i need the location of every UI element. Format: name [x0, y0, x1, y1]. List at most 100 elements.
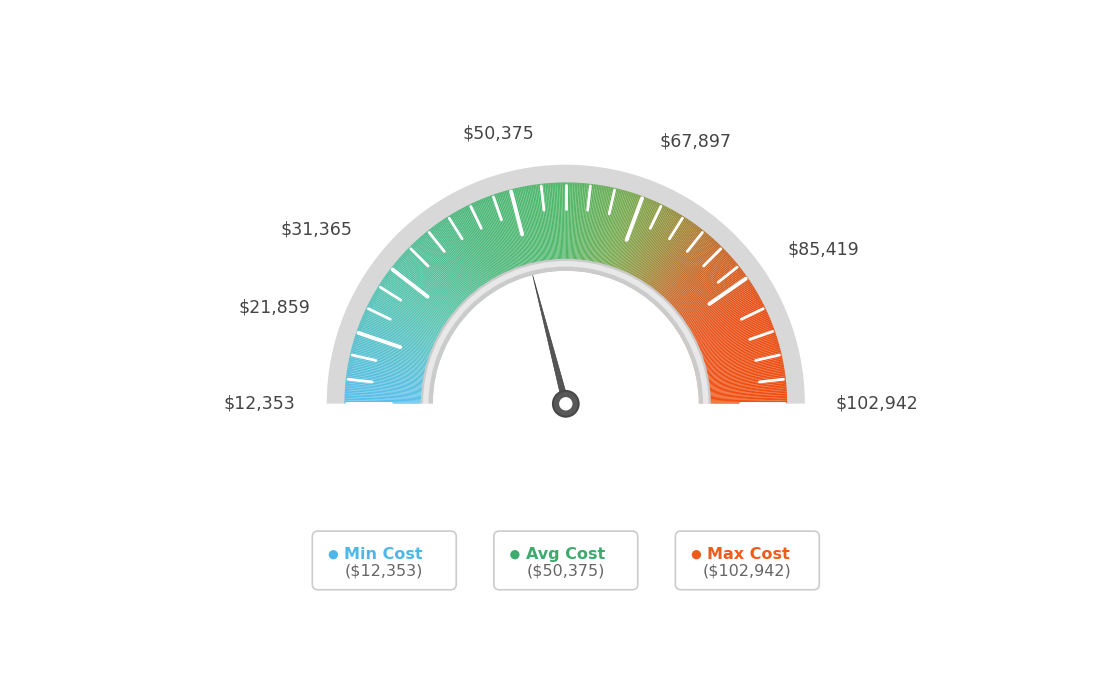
Wedge shape: [619, 201, 657, 283]
Circle shape: [559, 397, 573, 411]
Wedge shape: [442, 219, 492, 294]
Wedge shape: [683, 300, 762, 342]
Wedge shape: [453, 213, 499, 290]
Wedge shape: [350, 354, 436, 375]
Wedge shape: [452, 213, 498, 290]
Wedge shape: [425, 232, 482, 302]
Wedge shape: [625, 206, 667, 286]
Text: ($12,353): ($12,353): [346, 564, 424, 578]
Wedge shape: [545, 184, 554, 272]
Wedge shape: [698, 373, 785, 386]
Wedge shape: [586, 185, 602, 273]
Wedge shape: [678, 285, 754, 333]
Wedge shape: [346, 380, 434, 391]
Wedge shape: [649, 231, 705, 301]
Wedge shape: [388, 271, 459, 325]
Wedge shape: [690, 326, 774, 358]
Wedge shape: [362, 316, 444, 352]
Wedge shape: [633, 213, 679, 290]
Wedge shape: [354, 337, 439, 365]
Wedge shape: [698, 377, 786, 389]
Wedge shape: [598, 189, 623, 275]
Wedge shape: [347, 374, 434, 387]
Wedge shape: [476, 201, 513, 282]
Wedge shape: [562, 182, 565, 271]
Wedge shape: [344, 402, 433, 404]
Wedge shape: [598, 189, 620, 275]
Wedge shape: [348, 364, 435, 381]
Wedge shape: [344, 388, 433, 395]
Wedge shape: [683, 302, 763, 344]
Wedge shape: [444, 218, 493, 293]
Wedge shape: [518, 188, 538, 274]
Wedge shape: [699, 399, 787, 402]
Wedge shape: [514, 188, 535, 275]
Wedge shape: [670, 267, 741, 322]
Wedge shape: [628, 208, 671, 287]
Wedge shape: [411, 245, 474, 309]
Text: Min Cost: Min Cost: [344, 547, 423, 562]
Wedge shape: [574, 183, 582, 271]
Wedge shape: [347, 369, 435, 384]
Wedge shape: [403, 253, 469, 314]
Wedge shape: [572, 183, 578, 271]
Wedge shape: [596, 188, 617, 275]
Wedge shape: [379, 284, 454, 333]
Wedge shape: [531, 185, 546, 273]
Wedge shape: [694, 352, 782, 374]
Wedge shape: [437, 223, 489, 296]
Wedge shape: [347, 373, 434, 386]
Wedge shape: [413, 242, 475, 308]
Wedge shape: [394, 263, 464, 320]
Wedge shape: [537, 184, 549, 272]
Wedge shape: [699, 390, 787, 397]
Wedge shape: [405, 250, 470, 312]
Wedge shape: [359, 324, 442, 357]
Wedge shape: [418, 404, 713, 551]
Wedge shape: [664, 253, 730, 315]
Wedge shape: [550, 183, 558, 271]
Text: $85,419: $85,419: [787, 241, 859, 259]
Wedge shape: [696, 354, 782, 375]
Wedge shape: [354, 335, 439, 364]
Wedge shape: [528, 186, 544, 273]
Wedge shape: [502, 191, 529, 277]
Wedge shape: [671, 270, 743, 324]
Wedge shape: [662, 253, 729, 314]
Wedge shape: [655, 239, 714, 306]
Wedge shape: [652, 237, 712, 304]
Wedge shape: [677, 281, 751, 331]
Wedge shape: [492, 195, 523, 279]
Wedge shape: [620, 202, 658, 283]
Wedge shape: [375, 290, 452, 336]
Wedge shape: [691, 332, 776, 362]
Wedge shape: [585, 185, 601, 273]
Wedge shape: [352, 346, 437, 370]
Wedge shape: [540, 184, 551, 272]
Wedge shape: [526, 186, 543, 273]
Wedge shape: [698, 380, 786, 391]
Wedge shape: [344, 399, 433, 402]
Wedge shape: [657, 242, 719, 308]
Wedge shape: [352, 344, 438, 368]
Wedge shape: [393, 264, 463, 321]
Wedge shape: [698, 382, 786, 391]
Wedge shape: [384, 277, 457, 328]
Wedge shape: [590, 186, 607, 273]
Wedge shape: [384, 275, 458, 328]
Wedge shape: [407, 248, 471, 311]
Wedge shape: [569, 182, 573, 271]
Wedge shape: [349, 359, 436, 378]
Wedge shape: [421, 259, 711, 404]
Wedge shape: [682, 297, 761, 341]
Wedge shape: [630, 210, 676, 288]
Wedge shape: [691, 329, 775, 359]
Wedge shape: [681, 294, 758, 339]
Wedge shape: [699, 393, 787, 399]
Wedge shape: [605, 193, 633, 277]
Wedge shape: [675, 277, 747, 328]
Circle shape: [692, 550, 701, 560]
Wedge shape: [627, 207, 669, 286]
Wedge shape: [349, 361, 435, 379]
Wedge shape: [652, 235, 711, 304]
